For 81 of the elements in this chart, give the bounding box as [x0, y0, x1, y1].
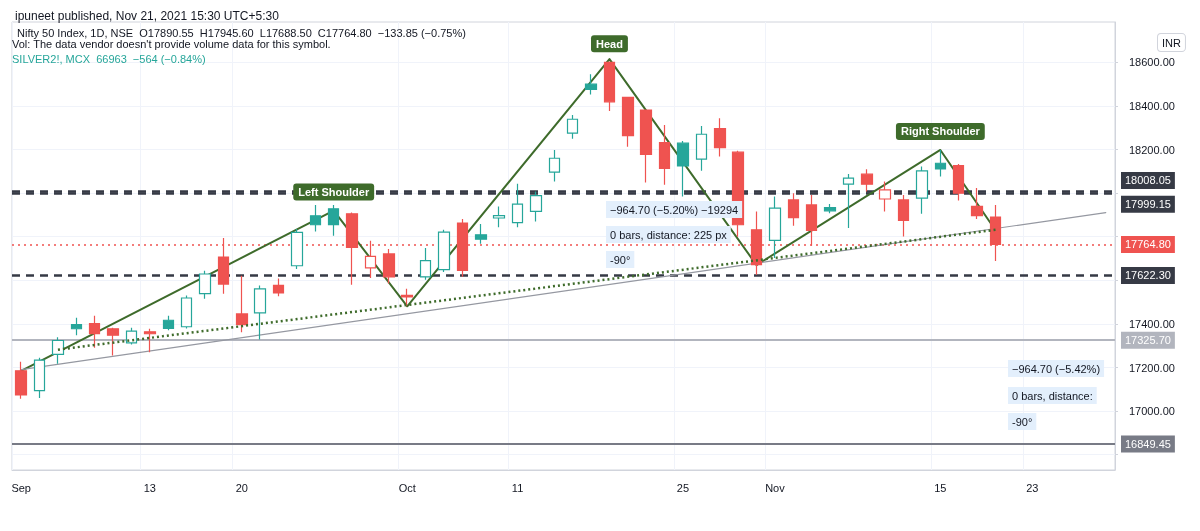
candlestick — [768, 196, 782, 259]
y-tick-label: 18400.00 — [1129, 99, 1175, 112]
ref-line-label: 17622.30 — [1125, 269, 1171, 282]
candlestick — [603, 60, 616, 112]
candlestick — [548, 149, 561, 183]
candlestick — [639, 108, 653, 184]
candlestick — [897, 194, 910, 238]
x-tick-label: 15 — [934, 481, 947, 494]
candlestick — [492, 205, 506, 228]
chart-title: Nifty 50 Index, 1D, NSE O17890.55 H17945.60 L17688.50 C17764.80 −133.85 (−0.75%) — [17, 26, 466, 39]
candlestick — [162, 315, 175, 331]
x-tick-label: 11 — [511, 481, 524, 494]
annotation: -90° — [1012, 415, 1033, 428]
ref-line-label: 17325.70 — [1125, 334, 1171, 347]
candlestick — [70, 317, 83, 336]
x-tick-label: Oct — [398, 481, 416, 494]
candlestick — [419, 247, 432, 281]
ref-line-label: 17764.80 — [1125, 238, 1171, 251]
y-tick-label: 18600.00 — [1129, 56, 1175, 69]
annotation: -90° — [610, 253, 631, 266]
candlestick — [621, 96, 635, 148]
candlestick — [253, 284, 267, 341]
y-tick-label: 18200.00 — [1129, 143, 1175, 156]
candlestick — [88, 315, 101, 349]
candlestick — [566, 114, 579, 140]
candlestick — [511, 183, 524, 228]
candlestick — [970, 187, 984, 220]
candlestick — [934, 149, 947, 178]
candlestick — [143, 328, 157, 353]
candlestick — [272, 277, 285, 297]
candlestick — [327, 204, 340, 237]
candlestick — [309, 204, 322, 233]
y-tick-label: 17000.00 — [1129, 405, 1175, 418]
candlestick — [787, 192, 800, 227]
candlestick — [584, 73, 598, 95]
annotation: SILVER2!, MCX 66963 −564 (−0.84%) — [12, 52, 206, 65]
candlestick — [106, 327, 120, 357]
x-tick-label: 13 — [143, 481, 156, 494]
candlestick — [198, 270, 212, 300]
x-tick-label: Nov — [765, 481, 786, 494]
annotation: Right Shoulder — [900, 125, 981, 138]
candlestick — [676, 140, 690, 198]
candlestick — [658, 124, 671, 186]
candlestick — [823, 203, 837, 214]
candlestick — [290, 228, 304, 270]
candlestick — [474, 223, 488, 245]
candlestick — [400, 288, 414, 307]
y-tick-label: 17200.00 — [1129, 361, 1175, 374]
candlestick — [915, 165, 929, 215]
ref-line-label: 16849.45 — [1125, 437, 1171, 450]
annotation: 0 bars, distance: — [1012, 389, 1093, 402]
candlestick — [713, 117, 727, 158]
annotation: Left Shoulder — [298, 186, 370, 199]
candlestick — [529, 191, 543, 223]
annotation: Head — [596, 37, 623, 50]
y-tick-label: 17400.00 — [1129, 317, 1175, 330]
candlestick — [382, 248, 396, 285]
annotation: 0 bars, distance: 225 px — [610, 228, 728, 241]
x-tick-label: Sep — [11, 481, 31, 494]
annotation: Vol: The data vendor doesn't provide volume data for this symbol. — [12, 37, 331, 50]
candlestick — [33, 357, 46, 399]
candlestick — [51, 336, 65, 365]
ref-line-label: 18008.05 — [1125, 174, 1171, 187]
candlestick — [235, 275, 249, 333]
chart-subtitle: ipuneet published, Nov 21, 2021 15:30 UTC+5:30 — [15, 9, 280, 23]
text: INR — [1162, 36, 1181, 49]
candlestick — [952, 163, 965, 202]
annotation: −964.70 (−5.42%) — [1012, 362, 1101, 375]
candlestick — [180, 295, 193, 330]
candlestick — [860, 168, 874, 193]
candlestick — [437, 229, 451, 273]
candlestick — [695, 125, 708, 172]
x-tick-label: 20 — [235, 481, 248, 494]
candlestick — [345, 211, 359, 286]
candlestick — [14, 361, 28, 400]
x-tick-label: 25 — [676, 481, 690, 494]
candlestick — [878, 180, 892, 213]
x-tick-label: 23 — [1026, 481, 1039, 494]
annotation: −964.70 (−5.20%) −19294 — [610, 203, 739, 216]
candlestick — [842, 173, 855, 229]
legend-label: 17999.15 — [1125, 198, 1171, 211]
